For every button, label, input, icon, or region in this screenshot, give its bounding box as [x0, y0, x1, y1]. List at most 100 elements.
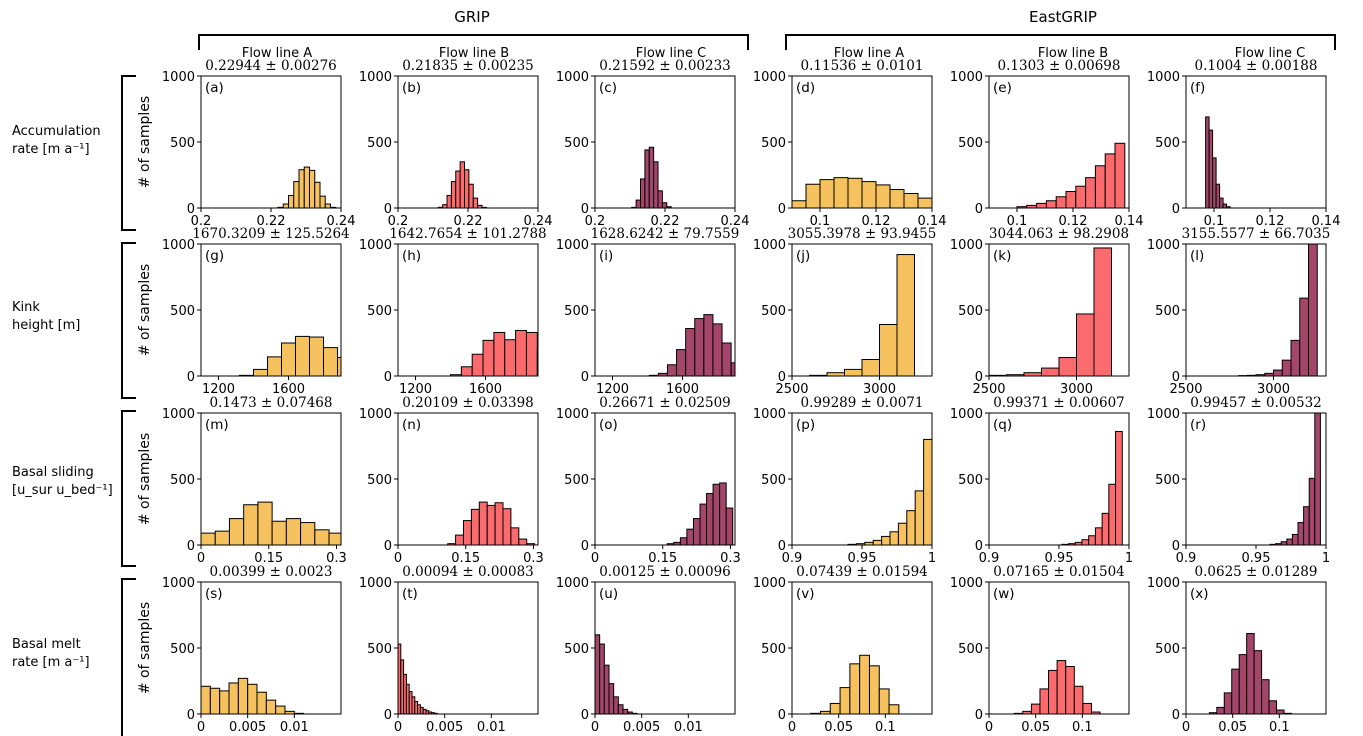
- histogram-bar: [1314, 413, 1321, 545]
- x-tick-label: 0.15: [451, 551, 480, 566]
- bars: [648, 314, 749, 376]
- histogram-bar: [859, 654, 870, 714]
- y-tick-label: 0: [384, 202, 392, 217]
- panel-i: 1200 1600 0 500 1000 (i) 1628.6242 ± 79.7559: [556, 226, 749, 397]
- panel-label: (p): [796, 417, 815, 433]
- x-tick-label: 0.2: [191, 214, 212, 229]
- histogram-bar: [1215, 183, 1221, 208]
- histogram-bar: [839, 687, 851, 714]
- row-label-accumulation-line2: rate [m a⁻¹]: [12, 142, 90, 157]
- bars: [277, 166, 337, 208]
- site-header-eastgrip: EastGRIP: [1029, 8, 1097, 26]
- histogram-bar: [1094, 165, 1106, 208]
- panel-k: 2500 3000 0 500 1000 (k) 3044.063 ± 98.2908: [950, 226, 1130, 397]
- histogram-bar: [906, 510, 916, 545]
- histogram-bar: [468, 183, 474, 208]
- histogram-bar: [256, 691, 267, 714]
- histogram-bar: [661, 202, 668, 208]
- bars: [847, 438, 932, 545]
- x-tick-label: 0: [591, 551, 599, 566]
- x-tick-label: 0: [197, 551, 205, 566]
- panel-stat: 3155.5577 ± 66.7035: [1182, 226, 1331, 242]
- panel-label: (d): [796, 80, 815, 96]
- x-tick-label: 0: [985, 720, 993, 735]
- panel-stat: 0.21835 ± 0.00235: [402, 58, 534, 74]
- histogram-bar: [740, 373, 749, 376]
- panel-l: 2500 3000 0 500 1000 (l) 3155.5577 ± 66.7035: [1147, 226, 1330, 397]
- x-tick-label: 1600: [469, 382, 502, 397]
- histogram-bar: [510, 527, 520, 545]
- panel-g: 1200 1600 0 500 1000 (g) 1670.3209 ± 125.5264 #…: [137, 226, 350, 397]
- histogram-bar: [314, 181, 321, 208]
- histogram-bar: [502, 508, 512, 545]
- histogram-bar: [228, 518, 245, 545]
- histogram-bar: [1073, 685, 1084, 714]
- histogram-bar: [1081, 539, 1090, 545]
- x-tick-label: 0.9: [979, 551, 1000, 566]
- bars: [809, 254, 915, 376]
- histogram-bar: [725, 507, 734, 545]
- x-tick-label: 1600: [666, 382, 699, 397]
- panel-stat: 0.99371 ± 0.00607: [993, 395, 1125, 411]
- row-bracket-melt: [121, 578, 136, 736]
- y-tick-label: 0: [1172, 202, 1180, 217]
- histogram-bar: [288, 194, 295, 208]
- histogram-bar: [494, 502, 504, 545]
- panel-stat: 0.1473 ± 0.07468: [210, 395, 333, 411]
- histogram-bar: [917, 197, 932, 208]
- x-tick-label: 0.22: [651, 214, 680, 229]
- x-tick-label: 0.01: [280, 720, 309, 735]
- x-tick-label: 3000: [863, 382, 896, 397]
- histogram-bar: [599, 643, 605, 714]
- histogram-bar: [477, 204, 483, 208]
- bars: [631, 146, 672, 208]
- panel-label: (o): [599, 417, 618, 433]
- histogram-bar: [1303, 506, 1310, 545]
- bars: [1205, 116, 1231, 208]
- panel-label: (w): [993, 586, 1015, 602]
- panel-stat: 0.21592 ± 0.00233: [599, 58, 731, 74]
- histogram-bar: [719, 482, 727, 545]
- histogram-bar: [657, 190, 663, 208]
- histogram-bar: [298, 169, 305, 208]
- histogram-bar: [1090, 711, 1101, 714]
- y-tick-label: 1000: [359, 238, 392, 253]
- histogram-bar: [1308, 244, 1318, 376]
- panel-j: 2500 3000 0 500 1000 (j) 3055.3978 ± 93.9455: [753, 226, 936, 397]
- histogram-bar: [1048, 669, 1058, 714]
- histogram-bar: [844, 368, 863, 376]
- histogram-bar: [608, 683, 615, 714]
- site-header-grip: GRIP: [454, 8, 490, 26]
- histogram-bar: [868, 665, 880, 714]
- histogram-bar: [1094, 527, 1103, 545]
- column-header-eastgrip-a: Flow line A: [834, 46, 904, 61]
- x-tick-label: 0: [1182, 720, 1190, 735]
- panel-label: (j): [796, 248, 810, 264]
- histogram-bar: [518, 538, 528, 545]
- column-header-grip-a: Flow line A: [242, 46, 312, 61]
- y-tick-label: 0: [1172, 708, 1180, 723]
- panel-stat: 0.1303 ± 0.00698: [998, 58, 1121, 74]
- histogram-bar: [515, 329, 527, 376]
- histogram-bar: [686, 528, 694, 545]
- panel-b: 0.2 0.22 0.24 0 500 1000 (b) 0.21835 ± 0.00235: [359, 58, 553, 229]
- row-label-sliding-line2: [u_sur u_bed⁻¹]: [12, 483, 113, 498]
- x-tick-label: 0.3: [326, 551, 347, 566]
- x-tick-label: 0.9: [1176, 551, 1197, 566]
- histogram-bar: [1088, 535, 1096, 545]
- histogram-bar: [319, 195, 326, 208]
- y-tick-label: 500: [170, 304, 195, 319]
- histogram-bar: [849, 663, 861, 714]
- histogram-bar: [470, 508, 480, 545]
- x-tick-label: 2500: [972, 382, 1005, 397]
- histogram-bar: [603, 664, 610, 714]
- bars: [201, 677, 305, 714]
- histogram-bar: [644, 149, 650, 208]
- histogram-bar: [247, 683, 258, 714]
- column-header-grip-c: Flow line C: [636, 46, 706, 61]
- bars: [437, 161, 487, 208]
- y-tick-label: 500: [761, 136, 786, 151]
- histogram-bar: [879, 324, 898, 376]
- histogram-bar: [1055, 196, 1067, 208]
- y-tick-label: 1000: [950, 576, 983, 591]
